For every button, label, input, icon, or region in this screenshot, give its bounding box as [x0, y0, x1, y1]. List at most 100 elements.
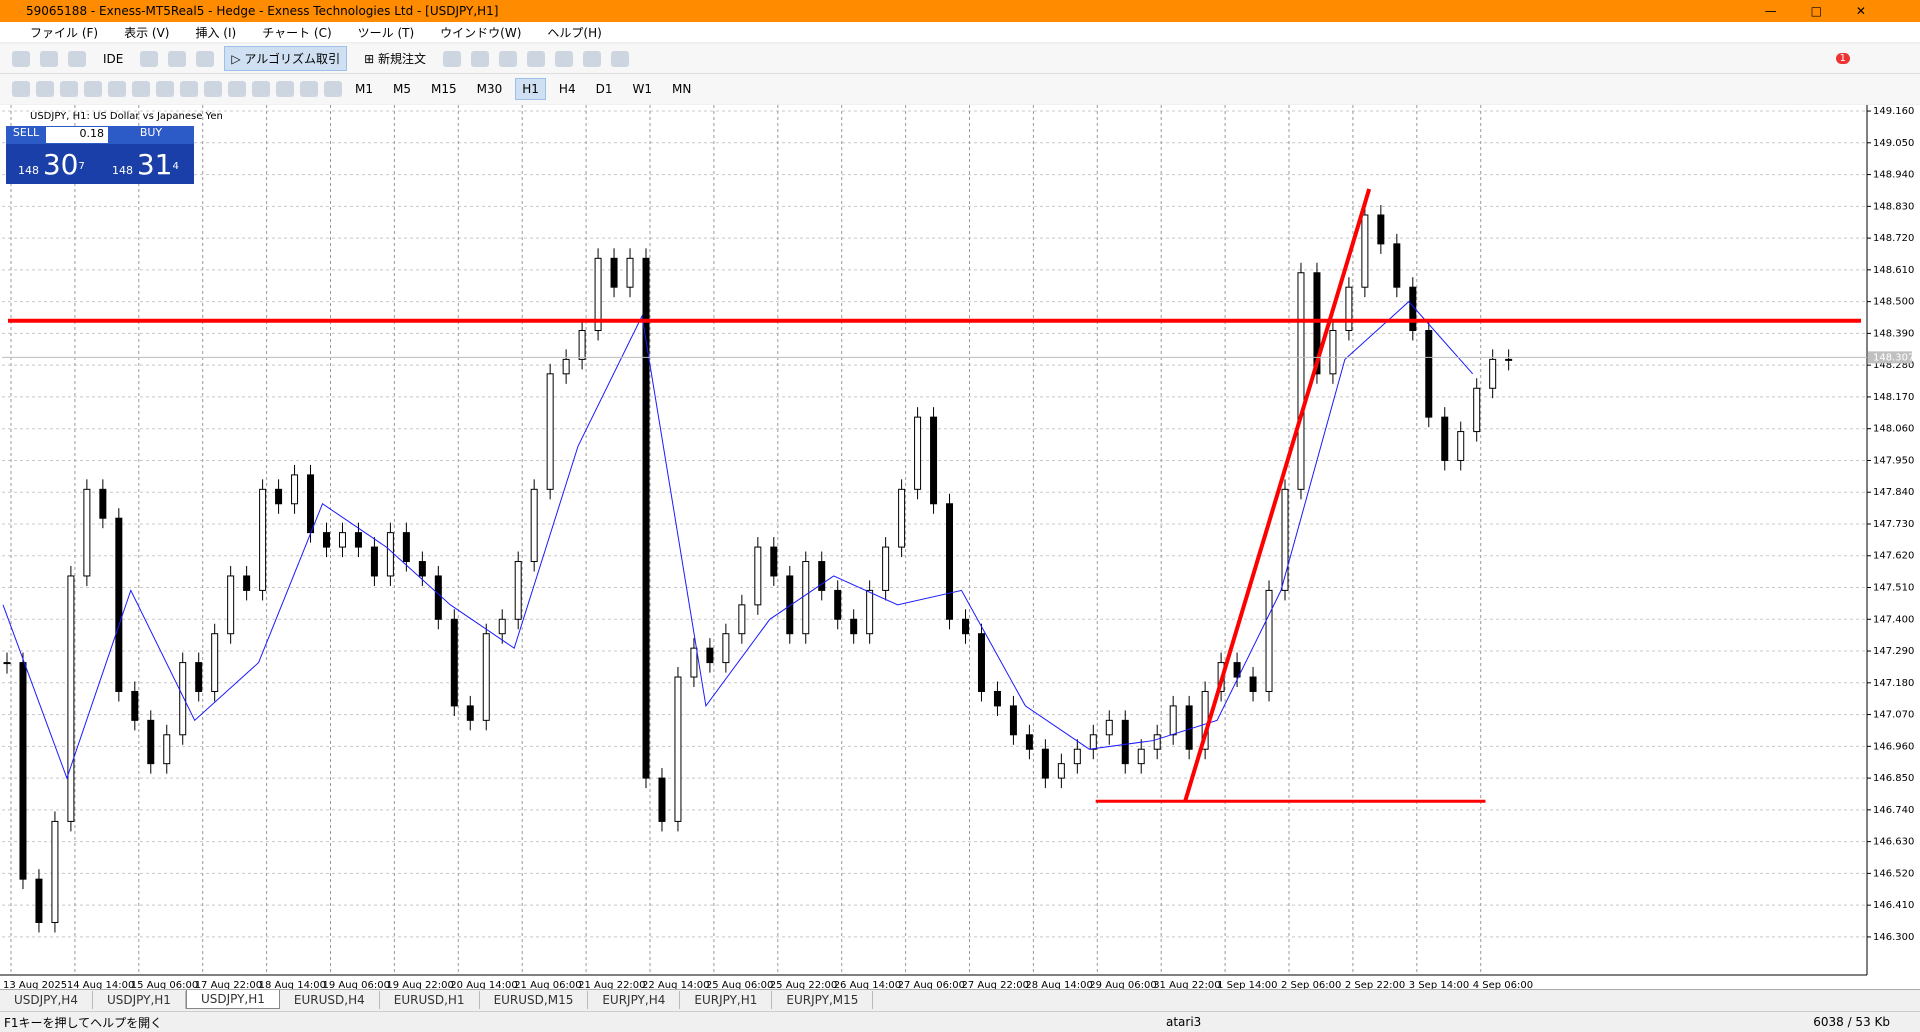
- icon[interactable]: [470, 50, 489, 67]
- toolbar: M1 M5 M15 M30 H1 H4 D1 W1 MN: [0, 74, 1920, 104]
- chart-title: USDJPY, H1: US Dollar vs Japanese Yen: [30, 111, 223, 122]
- chart-tab[interactable]: EURUSD,H4: [280, 990, 380, 1009]
- candle: [35, 878, 43, 923]
- sell-button[interactable]: SELL: [12, 126, 40, 139]
- icon[interactable]: [140, 50, 159, 67]
- candle: [1297, 272, 1305, 490]
- label: 新規注文: [377, 52, 426, 66]
- candle: [898, 488, 906, 548]
- menu-item[interactable]: ファイル (F): [30, 25, 99, 40]
- candle: [466, 705, 474, 721]
- tool-icon[interactable]: [84, 81, 102, 97]
- period-button[interactable]: H1: [515, 78, 546, 100]
- x-tick-label: 21 Aug 06:00: [514, 980, 581, 989]
- algo-button[interactable]: ▷ アルゴリズム取引: [224, 46, 348, 71]
- tool-icon[interactable]: [252, 81, 270, 97]
- period-button[interactable]: H4: [558, 82, 576, 96]
- icon[interactable]: [582, 50, 601, 67]
- tool-icon[interactable]: [60, 81, 78, 97]
- chart-tab[interactable]: EURJPY,H1: [680, 990, 773, 1009]
- tool-icon[interactable]: [300, 81, 318, 97]
- menu-item[interactable]: ヘルプ(H): [547, 25, 602, 40]
- icon[interactable]: [12, 50, 30, 67]
- candle: [738, 604, 746, 635]
- candle: [1329, 330, 1337, 375]
- icon[interactable]: [68, 50, 86, 67]
- tool-icon[interactable]: [36, 81, 54, 97]
- order-button[interactable]: ⊞ 新規注文: [364, 52, 426, 66]
- candle: [946, 503, 954, 620]
- candle: [83, 488, 91, 577]
- icon[interactable]: [168, 50, 187, 67]
- chart-tab[interactable]: USDJPY,H4: [0, 990, 93, 1009]
- icon[interactable]: [196, 50, 215, 67]
- icon[interactable]: [526, 50, 545, 67]
- icon[interactable]: [498, 50, 517, 67]
- chart: USDJPY, H1: US Dollar vs Japanese Yen 14…: [0, 105, 1920, 989]
- period-button[interactable]: M1: [355, 82, 373, 96]
- candle: [243, 575, 251, 591]
- chart-tab[interactable]: EURJPY,H4: [588, 990, 681, 1009]
- y-tick-label: 147.620: [1873, 551, 1914, 562]
- tool-icon[interactable]: [12, 81, 30, 97]
- tool-icon[interactable]: [132, 81, 150, 97]
- tool-icon[interactable]: [156, 81, 174, 97]
- menu-item[interactable]: ウインドウ(W): [440, 25, 522, 40]
- chart-tab[interactable]: USDJPY,H1: [93, 990, 186, 1009]
- candle: [770, 546, 778, 577]
- candle: [498, 618, 506, 635]
- status-bar: F1キーを押してヘルプを開く atari3 6038 / 53 Kb: [0, 1011, 1920, 1032]
- candle: [1105, 719, 1113, 736]
- ask-main: 31: [136, 148, 173, 181]
- x-tick-label: 26 Aug 14:00: [834, 980, 901, 989]
- period-button[interactable]: MN: [671, 82, 692, 96]
- menu-item[interactable]: 挿入 (I): [195, 25, 237, 40]
- period-button[interactable]: M5: [393, 82, 411, 96]
- menu-item[interactable]: チャート (C): [262, 25, 332, 40]
- volume-input[interactable]: 0.18: [46, 127, 108, 143]
- candle: [1265, 589, 1273, 692]
- candle: [610, 257, 618, 288]
- period-button[interactable]: D1: [595, 82, 613, 96]
- icon[interactable]: [610, 50, 629, 67]
- chart-bg: [0, 105, 1920, 989]
- tool-icon[interactable]: [276, 81, 294, 97]
- x-tick-label: 2 Sep 06:00: [1281, 980, 1341, 989]
- candle: [1505, 358, 1513, 361]
- chart-tab[interactable]: USDJPY,H1: [185, 990, 280, 1009]
- candle: [818, 561, 826, 591]
- menu-item[interactable]: 表示 (V): [124, 25, 170, 40]
- buy-button[interactable]: BUY: [139, 126, 163, 139]
- candle: [1233, 662, 1241, 678]
- x-tick-label: 31 Aug 22:00: [1153, 980, 1220, 989]
- candle: [291, 474, 299, 505]
- candle: [211, 633, 219, 692]
- window-controls[interactable]: —□✕: [1764, 4, 1900, 18]
- x-tick-label: 17 Aug 22:00: [195, 980, 262, 989]
- candle: [882, 546, 890, 591]
- chart-tab[interactable]: EURUSD,H1: [380, 990, 480, 1009]
- ask-small: 4: [172, 161, 179, 172]
- tool-icon[interactable]: [204, 81, 222, 97]
- tool-icon[interactable]: [108, 81, 126, 97]
- period-button[interactable]: M15: [431, 82, 457, 96]
- chart-tab[interactable]: EURJPY,M15: [772, 990, 874, 1009]
- ide-button[interactable]: IDE: [103, 51, 124, 66]
- tool-icon[interactable]: [324, 81, 342, 97]
- icon[interactable]: [554, 50, 573, 67]
- chart-tab[interactable]: EURUSD,M15: [480, 990, 589, 1009]
- icon[interactable]: [40, 50, 58, 67]
- candle: [147, 719, 155, 765]
- icon[interactable]: [442, 50, 461, 67]
- candle: [1185, 705, 1193, 750]
- y-tick-label: 147.510: [1873, 583, 1914, 594]
- tool-icon[interactable]: [228, 81, 246, 97]
- period-button[interactable]: M30: [476, 82, 503, 96]
- menu-item[interactable]: ツール (T): [357, 25, 415, 40]
- tool-icon[interactable]: [180, 81, 198, 97]
- period-button[interactable]: W1: [632, 82, 652, 96]
- y-tick-label: 147.400: [1873, 614, 1914, 625]
- y-tick-label: 148.830: [1873, 201, 1914, 212]
- notification-badge[interactable]: 1: [1835, 53, 1850, 64]
